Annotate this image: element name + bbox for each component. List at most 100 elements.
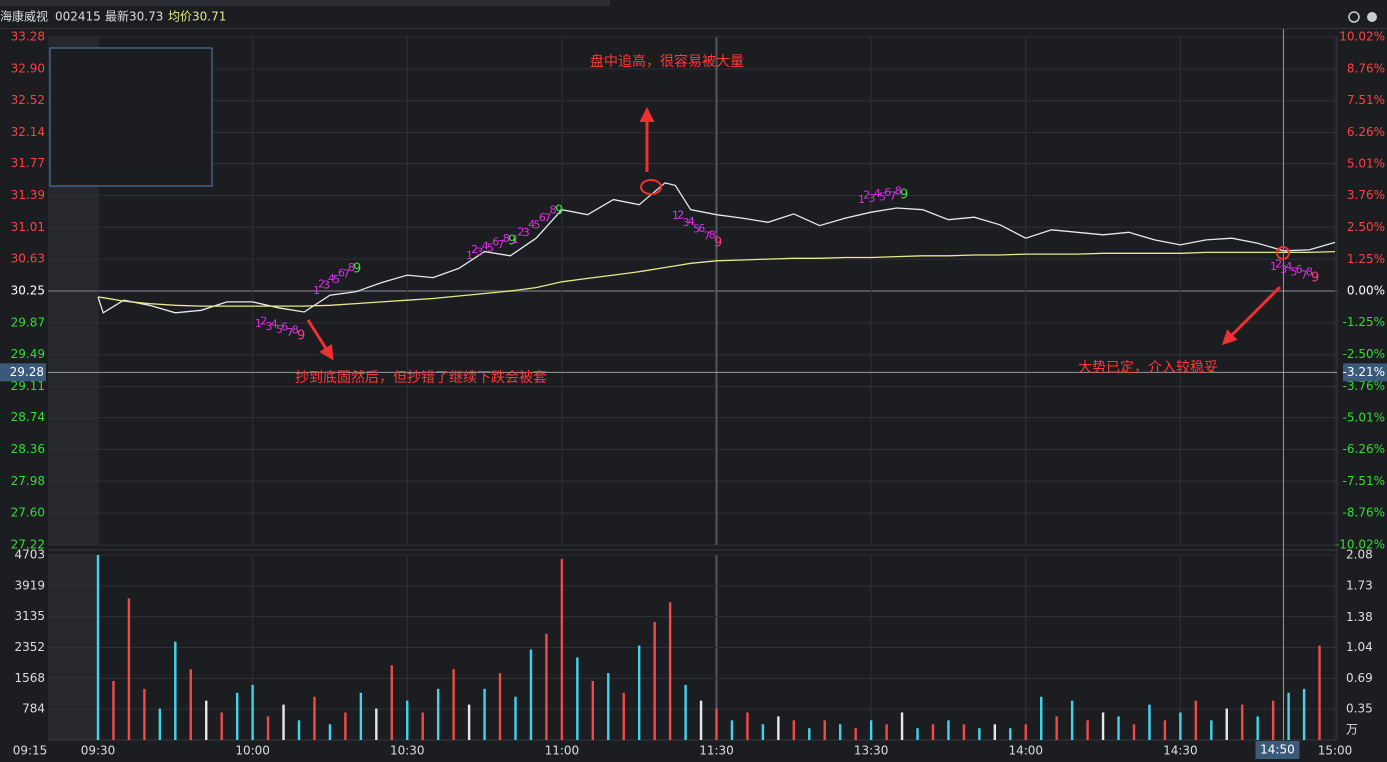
volume-bar: [174, 641, 177, 740]
signal-digit: 6: [539, 211, 546, 224]
signal-digit: 4: [271, 318, 278, 331]
annotation-shapes: [306, 107, 1290, 361]
signal-digit: 2: [1275, 257, 1282, 270]
stock-name: 海康威视: [0, 9, 48, 24]
volume-bar: [1256, 716, 1259, 740]
volume-bar: [545, 633, 548, 740]
volume-bar: [885, 724, 888, 740]
y2-tick-label: 0.69: [1346, 671, 1373, 685]
volume-bar: [1117, 716, 1120, 740]
volume-bar: [390, 665, 393, 740]
signal-digit: 8: [709, 229, 716, 242]
signal-digit: 6: [1296, 263, 1303, 276]
volume-bar: [220, 712, 223, 740]
volume-bar: [1225, 708, 1228, 740]
volume-bar: [1009, 728, 1012, 740]
signal-digit: 5: [276, 323, 283, 336]
signal-digit: 1: [858, 193, 865, 206]
y2-tick-label: 6.26%: [1347, 125, 1385, 139]
y2-tick-label: -5.01%: [1343, 411, 1385, 425]
x-tick-label: 13:30: [854, 744, 889, 758]
volume-bar: [730, 720, 734, 740]
volume-bar: [792, 720, 796, 740]
add-icon[interactable]: [1367, 12, 1377, 22]
signal-digit: 9: [714, 236, 722, 251]
y-tick-label: 31.77: [11, 156, 45, 170]
avg-value: 30.71: [192, 10, 226, 24]
y-tick-label: 2352: [14, 640, 45, 654]
refresh-icon[interactable]: [1348, 11, 1360, 23]
tab-strip: [0, 0, 610, 6]
signal-digit: 1: [672, 209, 679, 222]
volume-bar: [699, 700, 703, 740]
signal-digit: 7: [704, 229, 711, 242]
volume-bar: [266, 716, 270, 740]
signal-digit: 4: [528, 218, 535, 231]
volume-bar: [328, 724, 332, 740]
volume-bar: [1210, 720, 1213, 740]
y2-tick-label: 0.00%: [1347, 284, 1385, 298]
signal-digit: 1: [512, 233, 519, 246]
y2-tick-label: 1.25%: [1347, 252, 1385, 266]
volume-bar: [715, 708, 718, 740]
y-tick-label: 32.90: [11, 61, 45, 75]
signal-digit: 7: [343, 268, 350, 281]
signal-digit: 6: [338, 266, 345, 279]
info-box: [49, 47, 213, 187]
avg-label: 均价: [168, 10, 192, 24]
volume-bar: [931, 724, 935, 740]
x-tick-label: 10:30: [390, 744, 425, 758]
volume-bar: [375, 708, 378, 740]
volume-bar: [127, 598, 131, 740]
crosshair-x-label: 14:50: [1260, 743, 1295, 757]
header-divider: [0, 28, 1387, 29]
signal-digit: 2: [863, 188, 870, 201]
volume-bar: [421, 712, 424, 740]
volume-bar: [854, 728, 857, 740]
signal-digit: 5: [333, 273, 340, 286]
signal-digit: 2: [677, 208, 684, 221]
crosshair-y-label: 29.28: [10, 365, 44, 379]
y2-tick-label: -7.51%: [1343, 474, 1385, 488]
y2-tick-label: -6.26%: [1343, 442, 1385, 456]
y-tick-label: 27.22: [11, 538, 45, 552]
volume-bar: [483, 688, 486, 740]
volume-bar: [282, 704, 285, 740]
volume-bar: [761, 724, 765, 740]
volume-bar: [1194, 700, 1198, 740]
y2-tick-label: 8.76%: [1347, 61, 1385, 75]
toolbar-icons[interactable]: [1348, 11, 1377, 23]
y2-tick-label: -2.50%: [1343, 347, 1385, 361]
last-value: 30.73: [129, 10, 163, 24]
volume-bar: [235, 692, 239, 740]
volume-bar: [158, 708, 162, 740]
crosshair-label-box: [1343, 363, 1387, 382]
signal-digit: 6: [281, 321, 288, 334]
volume-bar: [1024, 724, 1027, 740]
volume-bar: [823, 720, 826, 740]
y2-tick-label: 2.50%: [1347, 220, 1385, 234]
signal-digit: 3: [477, 245, 484, 258]
x-tick-label: 14:30: [1163, 744, 1198, 758]
volume-bar: [962, 724, 966, 740]
signal-digit: 8: [348, 261, 355, 274]
y-tick-label: 32.14: [11, 125, 45, 139]
x-tick-label: 11:30: [699, 744, 734, 758]
y-tick-label: 28.36: [11, 442, 45, 456]
volume-bar: [514, 696, 517, 740]
y-tick-label: 31.39: [11, 188, 45, 202]
signal-digit: 2: [260, 315, 267, 328]
signal-digit: 1: [313, 284, 320, 297]
volume-bar: [978, 728, 981, 740]
volume-bar: [436, 688, 440, 740]
volume-bar: [1040, 696, 1043, 740]
volume-bar: [189, 669, 192, 740]
x-start-label: 09:15: [13, 744, 48, 758]
volume-bar: [637, 645, 641, 740]
signal-digit: 5: [693, 223, 700, 236]
signal-digit: 8: [550, 204, 557, 217]
y-tick-label: 27.60: [11, 506, 45, 520]
signal-digit: 5: [534, 219, 541, 232]
signal-digit: 3: [266, 320, 273, 333]
